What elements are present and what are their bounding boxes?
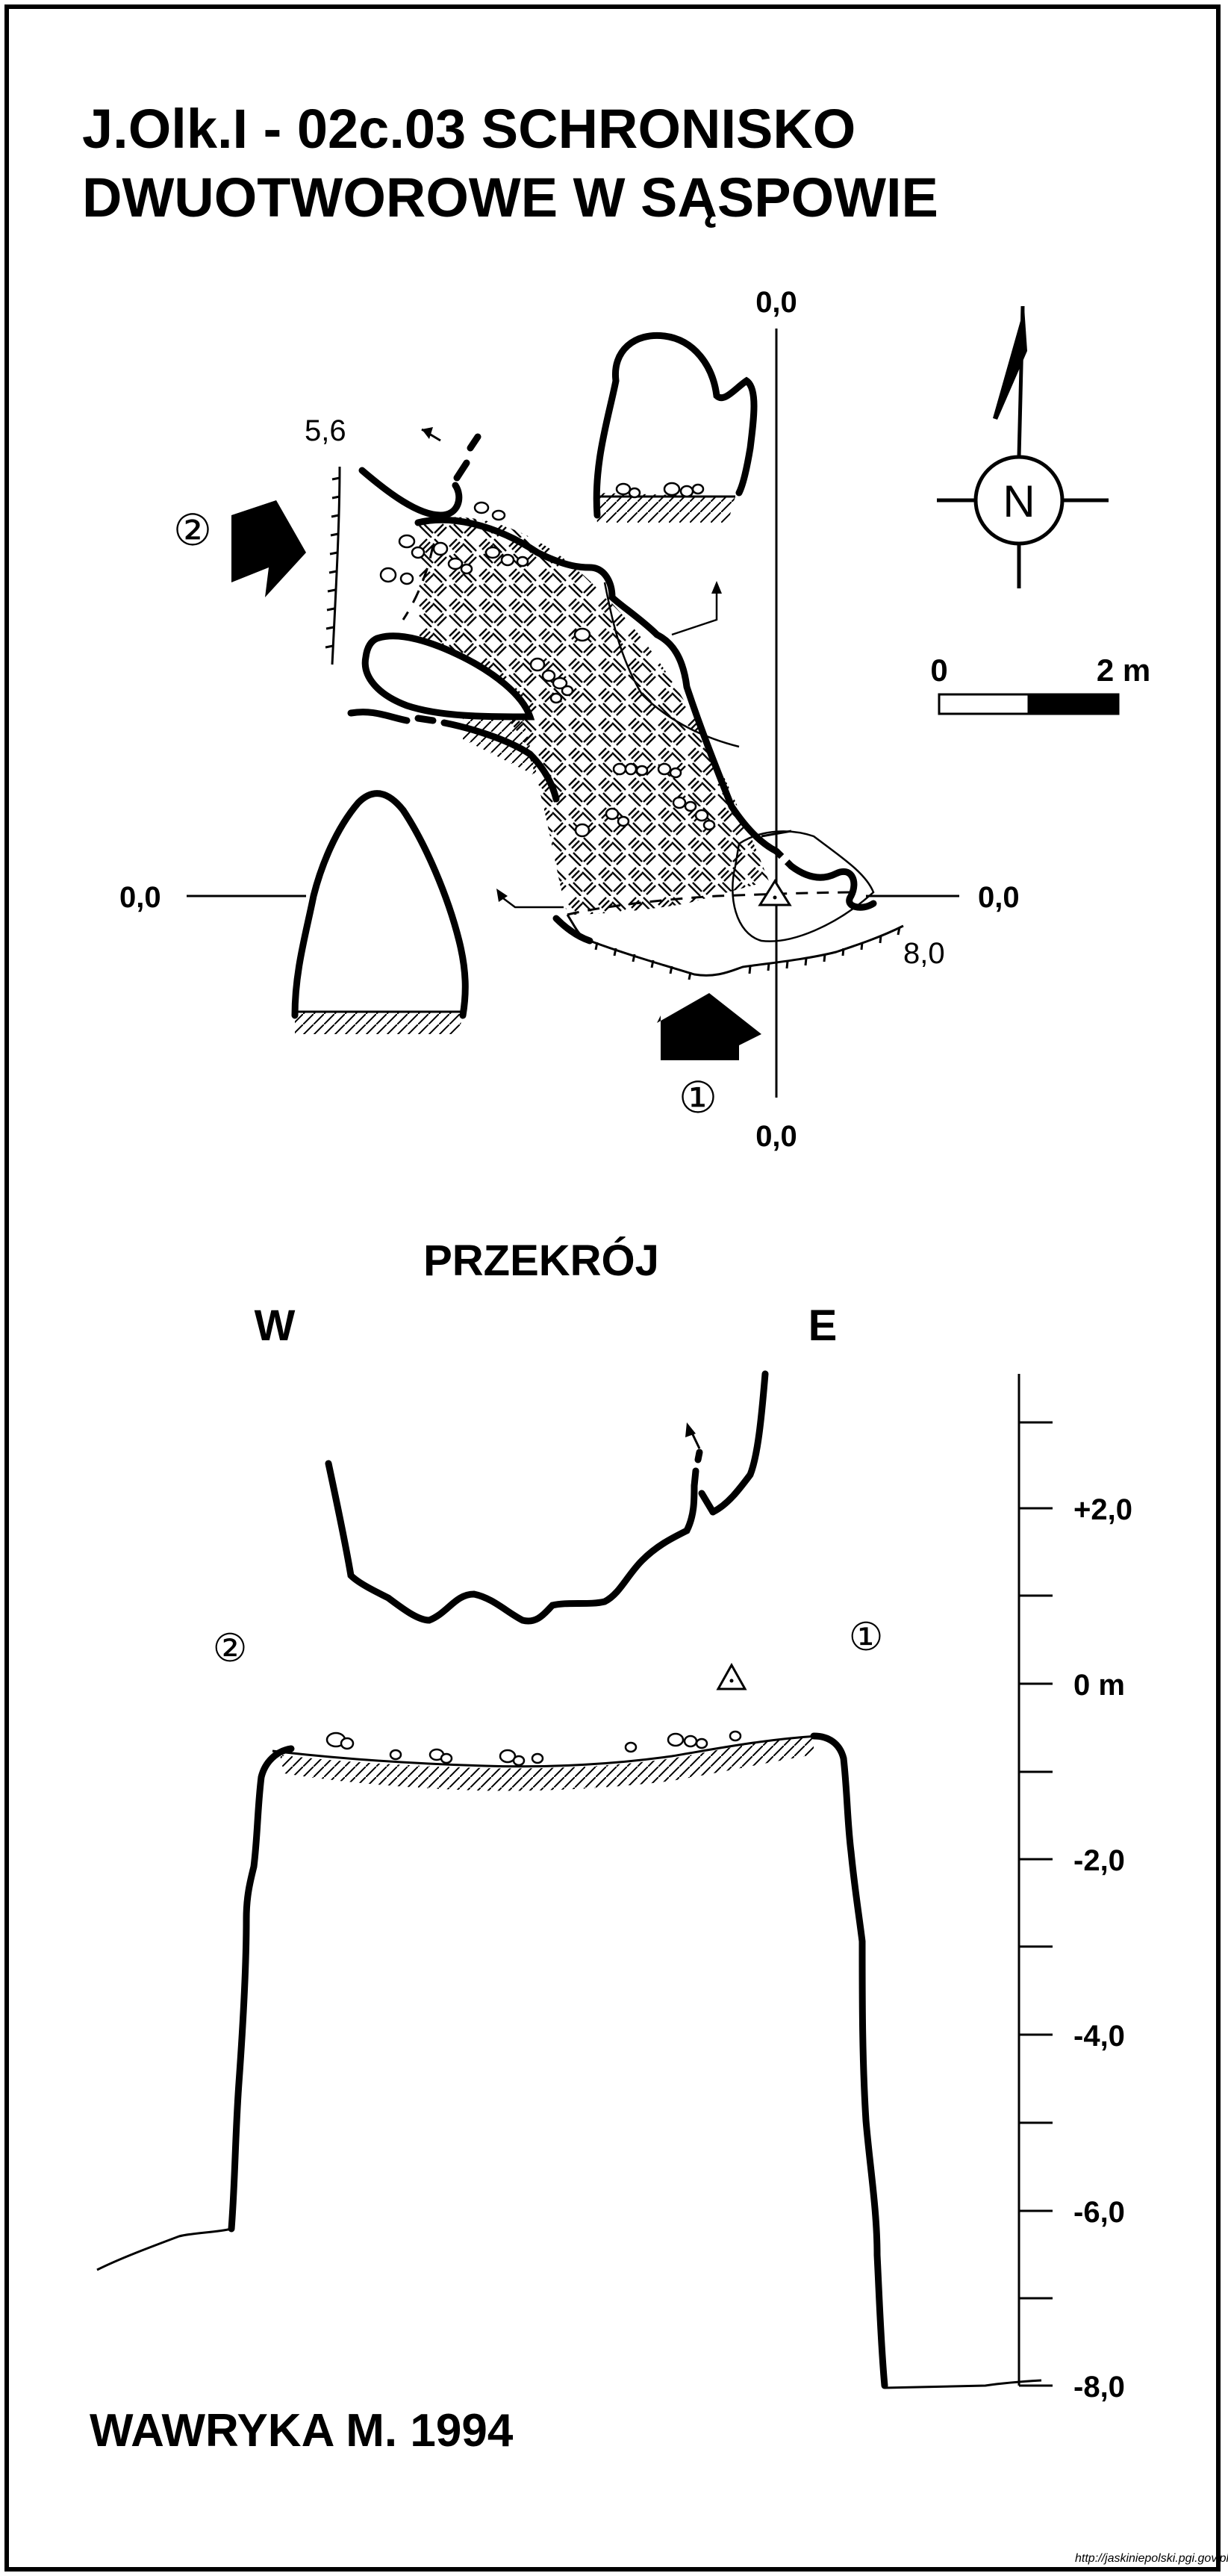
- depth-tick-label: -4,0: [1073, 2020, 1125, 2053]
- rock-pillar: [361, 632, 535, 721]
- depth-scale-ticks: [1019, 1421, 1053, 2387]
- upper-chamber-wall: [593, 332, 758, 519]
- cave-title-line-1: J.Olk.I - 02c.03 SCHRONISKO: [82, 98, 856, 160]
- section-entrance-1-label: ①: [849, 1616, 884, 1659]
- depth-label-left: 5,6: [305, 414, 346, 447]
- section-east-cliff: [810, 1732, 888, 2389]
- depth-tick-label: +2,0: [1073, 1493, 1132, 1526]
- survey-station-section: [716, 1662, 747, 1690]
- plan-labels: 0,0 0,0 0,0 0,0 5,6 8,0 ② ① N 0 2 m: [119, 286, 1150, 1153]
- section-floor-deposit: [280, 1736, 814, 1791]
- section-east-label: E: [808, 1301, 838, 1350]
- plan-axis-label-right: 0,0: [978, 881, 1020, 914]
- west-drip-line: [331, 466, 341, 665]
- depth-tick-label: -6,0: [1073, 2196, 1125, 2229]
- section-heading: PRZEKRÓJ: [423, 1236, 659, 1285]
- sw-rock-outline: [291, 790, 469, 1019]
- entrance-2-arrow: [231, 500, 306, 597]
- plan-entrance-2-label: ②: [173, 506, 212, 555]
- section-west-label: W: [255, 1301, 296, 1350]
- section-east-upper-wall: [709, 1370, 769, 1516]
- plan-axis-label-left: 0,0: [119, 881, 161, 914]
- survey-station-plan: [758, 879, 792, 906]
- depth-tick-label: -8,0: [1073, 2371, 1125, 2404]
- west-entrance-lip: [358, 467, 463, 519]
- section-labels: PRZEKRÓJ W E ② ① +2,0 0 m -2,0 -4,0 -6,0…: [213, 1236, 1132, 2404]
- section-view: [96, 1370, 1053, 2389]
- depth-label-right: 8,0: [903, 937, 945, 970]
- author-credit: WAWRYKA M. 1994: [90, 2405, 514, 2457]
- scale-end-label: 2 m: [1097, 653, 1150, 688]
- drip-line-south: [567, 891, 859, 916]
- passage-floor-fill: [418, 517, 769, 915]
- plan-axis-label-bottom: 0,0: [755, 1120, 797, 1153]
- section-rubble: [325, 1730, 742, 1767]
- east-entrance-wall: [788, 862, 877, 911]
- section-west-cliff: [228, 1745, 295, 2233]
- plan-axis-label-top: 0,0: [755, 286, 797, 319]
- scale-bar: [938, 693, 1120, 715]
- entrance-1-arrow: [657, 993, 761, 1060]
- scale-start-label: 0: [930, 653, 947, 688]
- section-entrance-2-label: ②: [213, 1627, 248, 1670]
- source-url: http://jaskiniepolski.pgi.gov.pl: [1075, 2552, 1228, 2565]
- rubble-blocks: [379, 482, 716, 838]
- south-drip-line: [566, 914, 904, 977]
- deposit-outline: [603, 582, 740, 748]
- depth-tick-label: -2,0: [1073, 1844, 1125, 1877]
- plan-entrance-1-label: ①: [679, 1074, 717, 1122]
- upper-chamber-floor: [593, 493, 735, 523]
- north-arrow-compass: [937, 305, 1109, 588]
- compass-north-letter: N: [1003, 476, 1035, 526]
- cave-title-line-2: DWUOTWOROWE W SĄSPOWIE: [82, 167, 938, 228]
- sw-rock-floor: [295, 1012, 463, 1034]
- depth-tick-label: 0 m: [1073, 1669, 1125, 1702]
- section-ceiling: [325, 1460, 698, 1625]
- passage-east-wall: [414, 516, 780, 855]
- plan-view: [187, 305, 1120, 1098]
- drawing-frame: [4, 4, 1221, 2572]
